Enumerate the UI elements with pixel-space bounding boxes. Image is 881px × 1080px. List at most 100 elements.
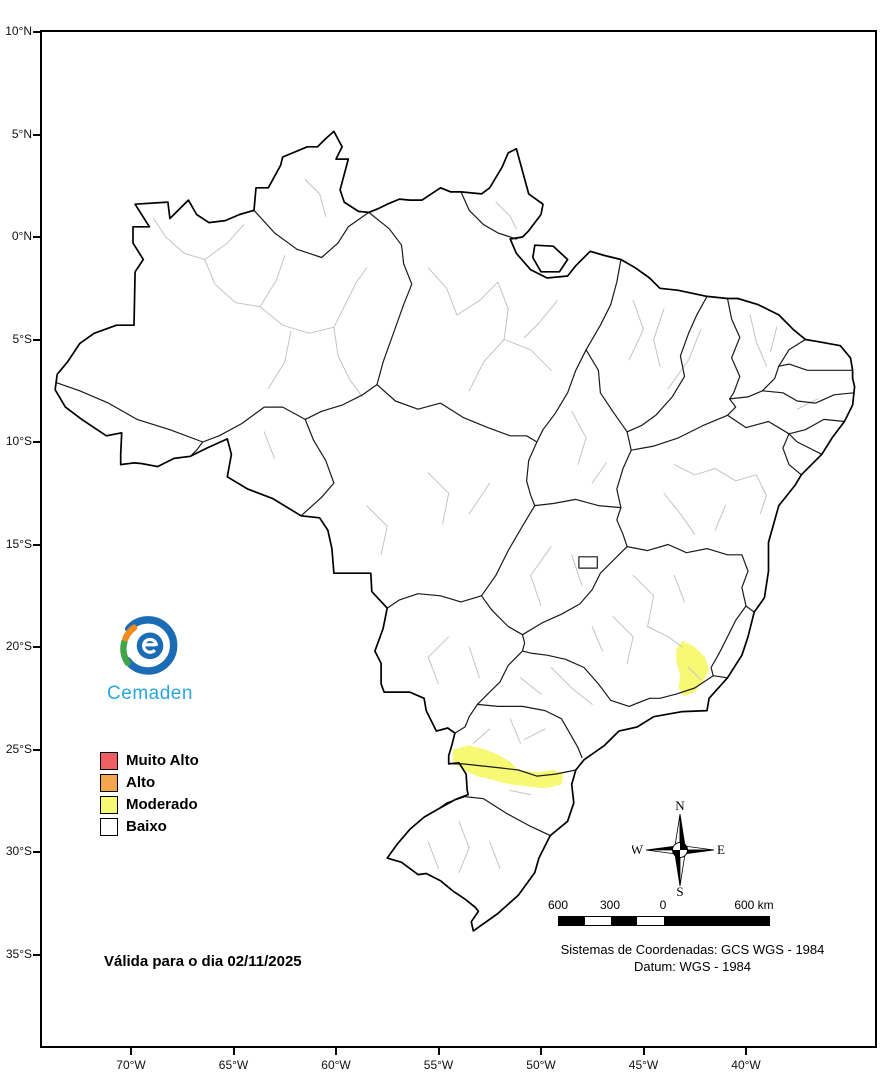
longitude-tick-label: 45°W: [628, 1058, 659, 1072]
state-border: [536, 349, 587, 443]
compass-center: [680, 842, 688, 850]
longitude-tick-label: 60°W: [321, 1058, 351, 1072]
compass-label-s: S: [676, 884, 683, 896]
mesoregion-border: [524, 300, 558, 338]
mesoregion-border: [796, 398, 819, 410]
state-border: [585, 349, 628, 433]
mesoregion-border: [468, 339, 505, 392]
latitude-tick: [33, 31, 40, 34]
state-border: [189, 441, 204, 457]
compass-rose: N S W E: [632, 800, 725, 896]
latitude-tick-label: 5°N: [11, 126, 32, 141]
state-border: [521, 546, 628, 636]
latitude-tick: [33, 851, 40, 854]
legend-item: Muito Alto: [100, 751, 199, 770]
mesoregion-border: [571, 410, 587, 466]
state-border: [476, 703, 583, 759]
state-border: [480, 505, 536, 597]
state-border: [585, 258, 622, 351]
scale-bar-segments: [558, 916, 770, 926]
scalebar-segment: [637, 917, 664, 925]
scale-bar: 600 300 0 600 km: [548, 898, 774, 932]
mesoregion-border: [688, 667, 702, 681]
mesoregion-border: [673, 574, 685, 603]
mesoregion-border: [530, 546, 552, 607]
state-border: [626, 431, 632, 451]
risk-area-moderado: [452, 745, 564, 789]
legend-swatch: [100, 795, 118, 814]
cemaden-logo-icon: [120, 616, 178, 675]
legend-swatch: [100, 817, 118, 836]
mesoregion-border: [503, 339, 552, 371]
mesoregion-border: [458, 820, 470, 873]
state-border: [578, 556, 598, 569]
compass-label-e: E: [717, 842, 725, 857]
scalebar-label: 600: [547, 898, 569, 912]
mesoregion-border: [468, 646, 480, 679]
latitude-tick: [33, 441, 40, 444]
mesoregion-border: [333, 326, 364, 398]
latitude-tick-label: 10°S: [5, 434, 32, 449]
mesoregion-border: [427, 841, 439, 869]
state-border: [712, 675, 729, 679]
latitude-tick-label: 5°S: [12, 331, 32, 346]
scalebar-label: 0: [659, 898, 667, 912]
mesoregion-border: [663, 492, 696, 535]
latitude-tick-label: 25°S: [5, 741, 32, 756]
scalebar-label: 600 km: [734, 898, 774, 912]
mesoregion-border: [366, 505, 388, 556]
mesoregion-border: [550, 667, 593, 705]
mesoregion-border: [673, 464, 716, 476]
scalebar-label: 300: [599, 898, 621, 912]
state-border: [368, 211, 413, 386]
state-border: [726, 414, 790, 435]
latitude-tick: [33, 338, 40, 341]
risk-legend: Muito Alto Alto Moderado Baixo: [100, 751, 199, 840]
latitude-tick: [33, 236, 40, 239]
mesoregion-border: [667, 328, 702, 390]
latitude-tick-label: 20°S: [5, 639, 32, 654]
mesoregion-border: [612, 615, 634, 664]
longitude-tick-label: 40°W: [731, 1058, 761, 1072]
legend-label: Moderado: [126, 796, 198, 813]
state-border: [788, 433, 823, 455]
datum-line: Datum: WGS - 1984: [633, 958, 752, 974]
mesoregion-border: [632, 574, 655, 627]
state-border: [386, 593, 483, 609]
mesoregion-border: [520, 677, 542, 695]
mesoregion-border: [456, 281, 499, 316]
mesoregion-border: [653, 308, 665, 367]
compass-center: [672, 850, 680, 858]
map-frame: [40, 30, 877, 1048]
state-border: [616, 507, 628, 548]
mesoregion-border: [259, 255, 286, 308]
brazil-outline: [54, 130, 856, 932]
state-border: [626, 543, 749, 607]
mesoregion-border: [497, 281, 509, 340]
longitude-tick-label: 70°W: [116, 1058, 146, 1072]
legend-item: Moderado: [100, 795, 199, 814]
state-border: [460, 191, 517, 240]
latitude-tick: [33, 133, 40, 136]
mesoregion-border: [153, 218, 206, 260]
latitude-tick: [33, 646, 40, 649]
state-border: [649, 675, 714, 699]
longitude-tick: [335, 1048, 338, 1055]
state-border: [761, 390, 855, 404]
mesoregion-border: [472, 728, 491, 744]
longitude-tick: [232, 1048, 235, 1055]
latitude-tick-label: 15°S: [5, 536, 32, 551]
mesoregion-border: [509, 718, 521, 744]
state-border: [726, 398, 737, 416]
legend-swatch: [100, 773, 118, 792]
mesoregion-border: [489, 841, 501, 869]
state-border: [448, 763, 577, 777]
state-border: [437, 796, 551, 837]
legend-label: Baixo: [126, 818, 167, 835]
state-border: [745, 605, 755, 613]
state-border: [729, 390, 763, 400]
scalebar-segment: [559, 917, 585, 925]
longitude-tick: [437, 1048, 440, 1055]
state-border: [521, 650, 651, 707]
longitude-tick: [745, 1048, 748, 1055]
